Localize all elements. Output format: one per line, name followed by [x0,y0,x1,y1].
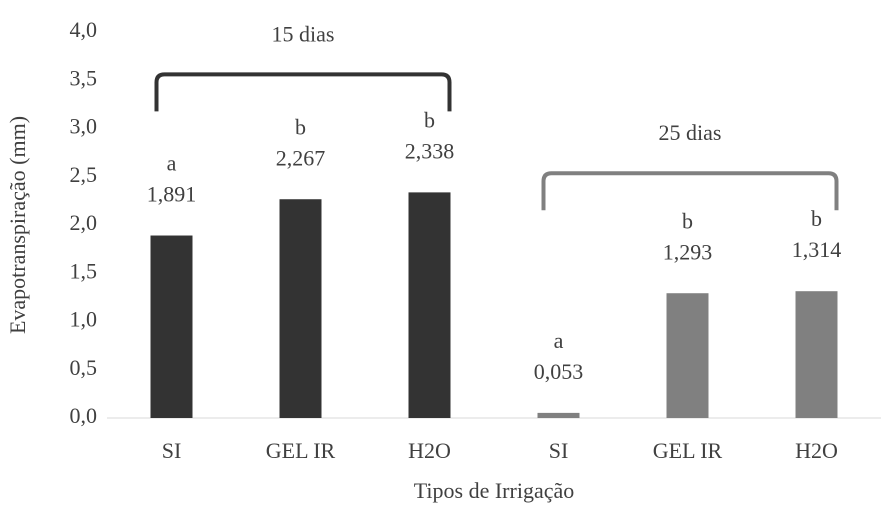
y-axis-title: Evapotranspiração (mm) [5,116,30,334]
value-label: 1,314 [792,237,842,262]
x-tick-label: SI [162,438,182,463]
value-label: 2,267 [276,145,326,170]
significance-letter: b [295,114,306,139]
group-bracket [541,171,839,211]
value-label: 1,293 [663,239,713,264]
y-tick-label: 0,0 [70,403,98,428]
bar [666,293,709,418]
bar [279,199,322,418]
value-label: 0,053 [534,359,584,384]
bar [537,412,580,418]
y-tick-label: 3,5 [70,65,98,90]
group-label: 15 dias [272,21,335,46]
y-tick-label: 1,0 [70,307,98,332]
group-label: 25 dias [659,120,722,145]
bar [408,192,451,418]
significance-letter: b [682,208,693,233]
x-axis-title: Tipos de Irrigação [414,478,575,503]
value-label: 1,891 [147,182,197,207]
x-tick-label: GEL IR [653,438,723,463]
y-tick-label: 4,0 [70,17,98,42]
y-tick-label: 1,5 [70,258,98,283]
group-bracket [154,72,452,112]
x-tick-label: H2O [795,438,838,463]
x-tick-label: SI [549,438,569,463]
value-label: 2,338 [405,138,455,163]
significance-letter: b [424,107,435,132]
bar [795,291,838,418]
y-tick-label: 3,0 [70,114,98,139]
y-tick-label: 2,5 [70,162,98,187]
y-tick-label: 2,0 [70,210,98,235]
significance-letter: a [167,151,177,176]
y-tick-label: 0,5 [70,355,98,380]
significance-letter: a [554,328,564,353]
bar [150,235,193,418]
significance-letter: b [811,206,822,231]
x-tick-label: GEL IR [266,438,336,463]
x-tick-label: H2O [408,438,451,463]
